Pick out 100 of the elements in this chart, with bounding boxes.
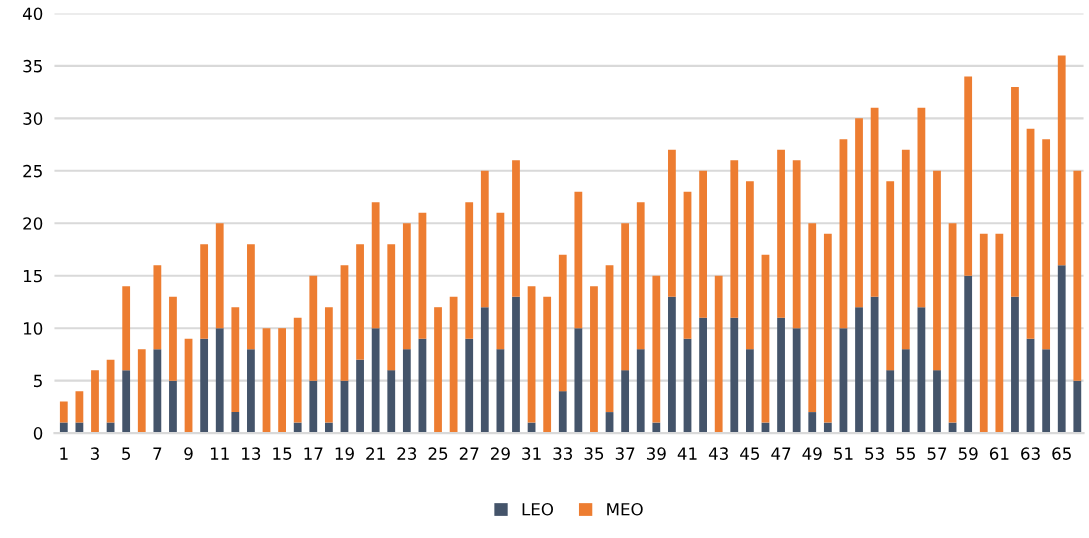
bar — [496, 212, 505, 350]
bar — [886, 370, 895, 434]
bar — [745, 181, 754, 350]
x-tick-label: 61 — [989, 447, 1009, 460]
bar — [933, 170, 941, 371]
legend-label: LEO — [522, 502, 554, 516]
bar — [247, 349, 255, 434]
bar — [215, 328, 224, 434]
x-tick-label: 39 — [646, 447, 666, 460]
bar — [558, 254, 567, 392]
bar — [808, 223, 817, 413]
bar — [777, 149, 785, 318]
x-tick-label: 23 — [397, 447, 417, 460]
x-tick-label: 65 — [1052, 447, 1071, 460]
bar — [371, 202, 380, 329]
x-tick-label: 55 — [896, 447, 915, 460]
bar — [1073, 380, 1082, 434]
bar — [636, 349, 645, 434]
x-tick-label: 29 — [491, 447, 510, 460]
bar — [309, 275, 318, 381]
bar — [730, 160, 739, 318]
bar — [496, 349, 505, 434]
x-tick-label: 33 — [553, 447, 573, 460]
bar — [387, 244, 396, 371]
y-tick-label: 15 — [23, 269, 42, 283]
bar — [668, 149, 676, 297]
x-tick-label: 17 — [304, 447, 323, 460]
legend-label: MEO — [607, 502, 643, 516]
bar — [480, 307, 489, 434]
bar — [1057, 265, 1066, 434]
bar — [91, 370, 99, 434]
bar — [512, 296, 520, 434]
bar — [418, 212, 427, 339]
bar — [231, 307, 240, 413]
y-tick-label: 0 — [33, 427, 43, 440]
x-tick-label: 13 — [242, 447, 261, 460]
bar — [714, 275, 723, 434]
x-tick-label: 37 — [615, 447, 635, 460]
x-tick-label: 43 — [708, 447, 728, 460]
bar — [465, 338, 474, 434]
bar — [465, 202, 474, 339]
bar — [901, 349, 910, 434]
x-tick-label: 57 — [927, 447, 947, 460]
bar — [59, 401, 68, 423]
bar — [652, 275, 661, 423]
bar — [200, 244, 209, 339]
bar — [1042, 139, 1051, 350]
bar — [434, 307, 442, 434]
bar — [574, 328, 583, 434]
x-tick-label: 19 — [335, 447, 354, 460]
y-tick-label: 40 — [22, 7, 43, 21]
bar — [1026, 128, 1035, 339]
bar — [948, 223, 957, 423]
bar — [839, 139, 848, 329]
x-tick-label: 3 — [90, 447, 99, 460]
bar — [200, 338, 209, 434]
x-tick-label: 27 — [459, 447, 479, 460]
bar — [153, 265, 162, 350]
bar — [745, 349, 754, 434]
bar — [699, 170, 707, 318]
bar — [870, 107, 879, 297]
bar — [777, 317, 785, 434]
y-tick-label: 10 — [23, 322, 43, 335]
bar — [605, 265, 614, 413]
bar — [122, 286, 131, 371]
bar — [917, 307, 926, 434]
x-tick-label: 11 — [210, 447, 229, 460]
bar — [512, 160, 520, 297]
bar — [527, 286, 536, 423]
bar — [278, 328, 286, 434]
bar — [309, 380, 318, 434]
y-tick-label: 30 — [23, 112, 43, 125]
bar — [1057, 55, 1066, 266]
x-tick-label: 59 — [958, 447, 978, 460]
bar — [590, 286, 598, 434]
bar — [683, 191, 692, 339]
bar — [387, 370, 396, 434]
y-tick-label: 5 — [34, 374, 42, 388]
bar — [558, 391, 567, 434]
bar — [808, 412, 817, 434]
bar — [340, 265, 349, 381]
x-tick-label: 47 — [771, 447, 791, 460]
bar — [356, 359, 364, 434]
bar — [75, 391, 84, 423]
bar — [574, 191, 583, 329]
x-tick-label: 5 — [122, 447, 131, 460]
bar — [979, 233, 988, 434]
bar — [964, 275, 973, 434]
x-tick-label: 45 — [740, 447, 760, 460]
bar — [449, 296, 458, 434]
bar — [886, 181, 895, 371]
bar — [699, 317, 707, 434]
bar — [855, 118, 863, 308]
x-tick-label: 9 — [184, 447, 193, 460]
x-tick-label: 35 — [584, 447, 604, 460]
bar — [371, 328, 380, 434]
bar — [1042, 349, 1051, 434]
bar — [870, 296, 879, 434]
bar — [917, 107, 926, 308]
bar — [106, 359, 115, 423]
